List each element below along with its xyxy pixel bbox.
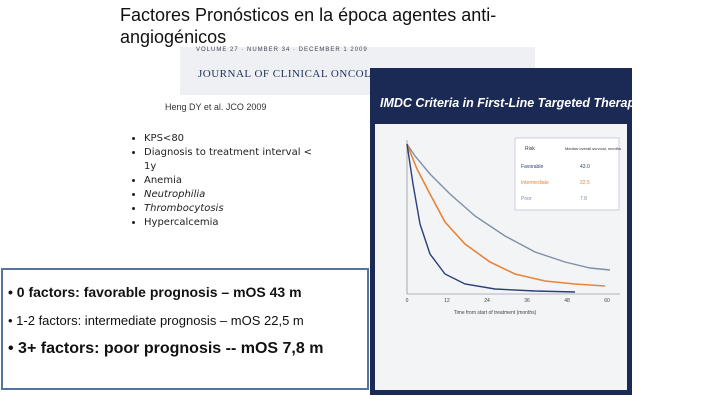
x-tick-label: 48 xyxy=(564,298,570,304)
summary-box: • 0 factors: favorable prognosis – mOS 4… xyxy=(1,268,369,390)
table-median: 7.8 xyxy=(580,196,587,202)
curve xyxy=(406,143,606,287)
x-tick-label: 24 xyxy=(484,298,490,304)
x-tick-label: 12 xyxy=(444,298,450,304)
factor: Neutrophilia xyxy=(144,188,314,202)
summary-line: • 0 factors: favorable prognosis – mOS 4… xyxy=(8,284,302,300)
journal-name: JOURNAL OF CLINICAL ONCOLOGY xyxy=(198,68,397,80)
table-median: 43.0 xyxy=(580,164,590,170)
x-ticks: 0 12 24 36 48 60 xyxy=(406,298,610,304)
factor: Hypercalcemia xyxy=(144,216,314,230)
x-tick-label: 60 xyxy=(604,298,610,304)
curve xyxy=(406,143,576,293)
table-bg xyxy=(514,137,620,211)
factor: KPS<80 xyxy=(144,132,314,146)
factor-list: KPS<80 Diagnosis to treatment interval <… xyxy=(130,132,314,230)
risk-table: Risk Median overall survival, months Favor… xyxy=(514,137,621,211)
factor: Anemia xyxy=(144,174,314,188)
summary-line: • 3+ factors: poor prognosis -- mOS 7,8 … xyxy=(8,340,324,357)
table-header: Median overall survival, months xyxy=(565,146,621,151)
figure-panel: Risk Median overall survival, months Favor… xyxy=(375,124,627,390)
citation: Heng DY et al. JCO 2009 xyxy=(165,102,267,112)
slide-title: Factores Pronósticos en la época agentes… xyxy=(120,5,497,47)
factor: Thrombocytosis xyxy=(144,202,314,216)
table-risk: Favorable xyxy=(521,164,543,170)
figure-title: IMDC Criteria in First-Line Targeted The… xyxy=(380,96,643,110)
table-median: 22.5 xyxy=(580,180,590,186)
table-risk: Intermediate xyxy=(521,180,549,186)
survival-plot: Risk Median overall survival, months Favor… xyxy=(406,137,621,316)
x-tick-label: 0 xyxy=(406,298,409,304)
table-risk: Poor xyxy=(521,196,532,202)
x-label: Time from start of treatment (months) xyxy=(454,310,537,316)
x-tick-label: 36 xyxy=(524,298,530,304)
journal-issue: VOLUME 27 · NUMBER 34 · DECEMBER 1 2009 xyxy=(196,47,368,53)
summary-line: • 1-2 factors: intermediate prognosis – … xyxy=(8,313,304,328)
curve xyxy=(406,143,611,271)
factor: Diagnosis to treatment interval < 1y xyxy=(144,146,314,174)
figure: IMDC Criteria in First-Line Targeted The… xyxy=(370,68,642,395)
table-header: Risk xyxy=(525,146,535,152)
